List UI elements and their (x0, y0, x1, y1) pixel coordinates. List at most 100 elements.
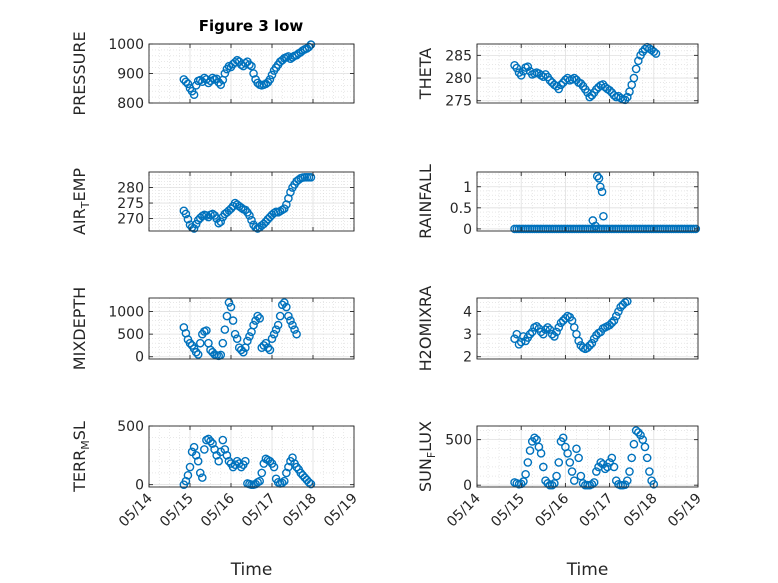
data-point (585, 92, 595, 102)
data-point (236, 203, 246, 213)
data-point (245, 60, 254, 69)
data-point (288, 320, 297, 330)
data-point (181, 209, 191, 219)
data-point (691, 224, 701, 234)
data-point (607, 318, 617, 328)
data-point (569, 476, 579, 485)
minor-grid (149, 425, 354, 487)
data-point (241, 205, 250, 215)
series-markers (179, 298, 301, 361)
data-point (539, 72, 548, 81)
data-point (216, 350, 226, 360)
data-point (525, 329, 535, 339)
data-point (600, 464, 610, 474)
series-markers (510, 297, 632, 354)
y-tick-label: 270 (117, 212, 144, 228)
data-point (269, 462, 279, 472)
data-point (589, 478, 599, 487)
data-point (640, 442, 650, 452)
data-point (279, 476, 289, 486)
tick-marks (476, 172, 699, 231)
data-point (267, 334, 277, 343)
y-axis-label: MIXDEPTH (70, 287, 89, 370)
subplot-1: 800 900 1000 PRESSURE (70, 31, 355, 116)
data-point (596, 458, 606, 467)
data-point (228, 316, 238, 325)
axes-box (476, 297, 699, 360)
data-point (267, 70, 277, 80)
data-point (220, 69, 230, 78)
data-point (634, 56, 643, 66)
x-axis-label: Time (230, 560, 273, 580)
y-tick-label: 500 (117, 327, 144, 343)
tick-marks (148, 172, 355, 231)
data-point (183, 79, 193, 89)
data-point (616, 302, 625, 312)
data-point (525, 446, 535, 455)
data-point (185, 338, 195, 348)
tick-marks (476, 426, 699, 487)
data-point (620, 480, 630, 490)
data-point (605, 320, 614, 330)
data-point (516, 71, 526, 80)
data-point (609, 462, 619, 472)
data-point (216, 217, 226, 226)
data-point (605, 458, 614, 467)
data-point (649, 479, 659, 489)
data-point (631, 64, 641, 74)
data-point (288, 453, 297, 462)
y-tick-label: 800 (117, 96, 144, 112)
data-point (547, 329, 557, 339)
data-point (532, 321, 541, 331)
tick-marks (148, 425, 355, 487)
y-tick-label: 0 (463, 478, 472, 494)
data-point (236, 462, 246, 472)
data-point (197, 473, 207, 482)
data-point (592, 467, 601, 476)
data-point (251, 316, 260, 325)
data-point (181, 77, 191, 87)
data-point (539, 329, 548, 339)
data-point (523, 62, 533, 71)
data-point (222, 311, 232, 321)
y-axis-label: H2OMIXRA (416, 286, 435, 372)
data-point (558, 433, 568, 443)
data-point (232, 456, 242, 466)
y-tick-label: 275 (117, 196, 144, 212)
data-point (200, 445, 209, 454)
x-axis-label: Time (566, 560, 609, 580)
y-tick-label: 275 (445, 94, 472, 110)
data-point (567, 467, 577, 476)
data-point (622, 92, 632, 102)
data-point (286, 187, 295, 197)
figure-title: Figure 3 low (199, 17, 304, 35)
data-point (202, 326, 211, 335)
data-point (597, 187, 607, 197)
data-point (552, 327, 561, 337)
data-point (195, 468, 205, 478)
data-point (193, 350, 203, 359)
tick-marks (476, 44, 699, 103)
data-point (265, 345, 275, 355)
data-point (614, 307, 623, 316)
data-point (552, 471, 561, 481)
data-point (238, 347, 248, 357)
subplot-5: 0 500 1000 MIXDEPTH (70, 287, 355, 370)
data-point (556, 318, 566, 328)
data-point (627, 453, 637, 463)
y-axis-label: SUNFLUX (416, 421, 438, 492)
y-axis-label: THETA (416, 48, 435, 100)
data-point (220, 325, 230, 334)
data-point (292, 462, 301, 472)
data-point (594, 174, 604, 183)
y-axis-label: AIRTEMP (70, 168, 92, 235)
data-point (195, 338, 205, 348)
data-point (609, 316, 619, 325)
data-point (631, 426, 641, 435)
y-tick-label: 0.5 (450, 201, 472, 217)
tick-marks (476, 298, 699, 359)
data-point (226, 302, 236, 312)
y-tick-label: 1000 (108, 305, 144, 321)
tick-marks (148, 43, 355, 104)
